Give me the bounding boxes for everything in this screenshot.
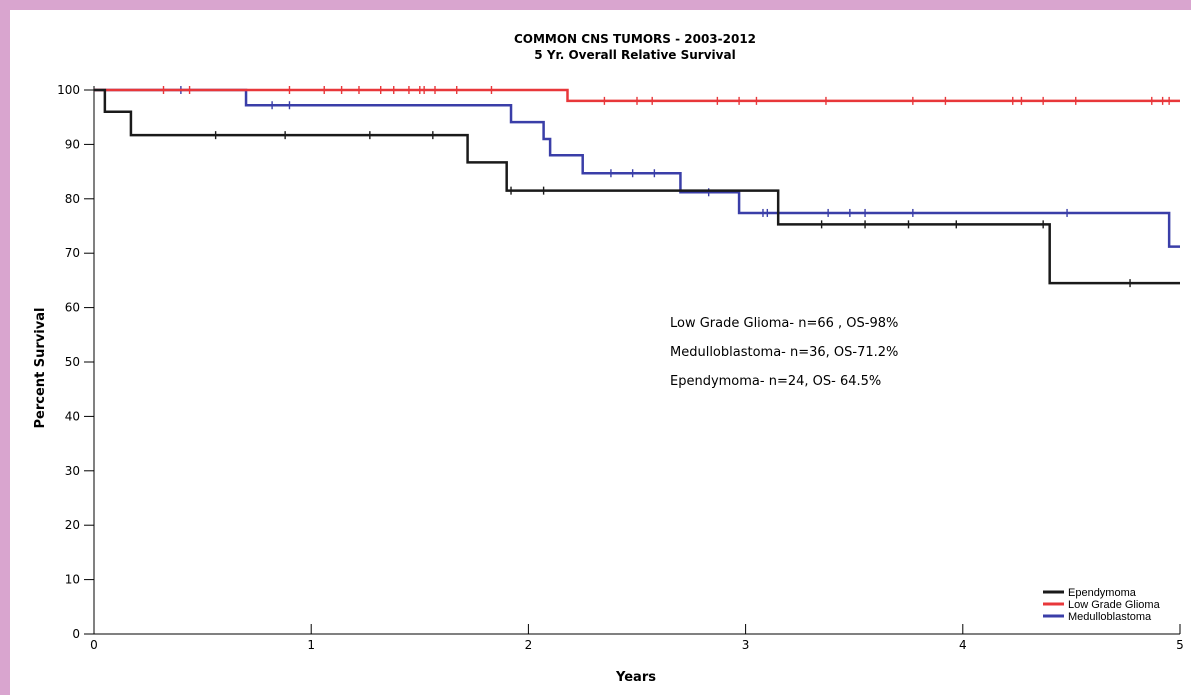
low-grade-glioma-survival-line [94,88,1180,103]
annotations: Low Grade Glioma- n=66 , OS-98% Medullobl… [670,316,898,389]
x-tick-label: 0 [90,638,98,652]
x-tick-label: 4 [959,638,967,652]
x-tick-label: 1 [307,638,315,652]
y-tick-label: 30 [65,464,80,478]
legend-label: Medulloblastoma [1068,611,1152,623]
medulloblastoma-survival-line [94,88,1180,248]
y-axis-label: Percent Survival [33,308,48,429]
y-tick-label: 20 [65,518,80,532]
y-tick-label: 40 [65,409,80,423]
ependymoma-survival-line [94,88,1180,285]
y-tick-label: 60 [65,301,80,315]
chart-title: COMMON CNS TUMORS - 2003-2012 [514,32,756,46]
y-tick-label: 50 [65,355,80,369]
x-tick-label: 5 [1176,638,1184,652]
annotation-text: Ependymoma- n=24, OS- 64.5% [670,374,881,389]
y-tick-label: 10 [65,573,80,587]
series-group [94,86,1180,288]
annotation-text: Medulloblastoma- n=36, OS-71.2% [670,345,898,360]
chart-subtitle: 5 Yr. Overall Relative Survival [534,48,735,62]
y-tick-label: 0 [72,627,80,641]
x-tick-label: 2 [525,638,533,652]
x-axis-label: Years [615,670,656,685]
y-tick-label: 100 [57,83,80,97]
survival-chart: COMMON CNS TUMORS - 2003-2012 5 Yr. Over… [33,32,1184,685]
legend-label: Low Grade Glioma [1068,599,1161,611]
y-tick-label: 80 [65,192,80,206]
y-tick-label: 70 [65,246,80,260]
x-tick-label: 3 [742,638,750,652]
annotation-text: Low Grade Glioma- n=66 , OS-98% [670,316,898,331]
y-tick-label: 90 [65,137,80,151]
legend-label: Ependymoma [1068,587,1137,599]
axes: 0 10 20 30 40 50 60 70 80 90 100 0 1 2 3 4 5 [57,83,1184,652]
chart-frame: COMMON CNS TUMORS - 2003-2012 5 Yr. Over… [10,10,1191,695]
